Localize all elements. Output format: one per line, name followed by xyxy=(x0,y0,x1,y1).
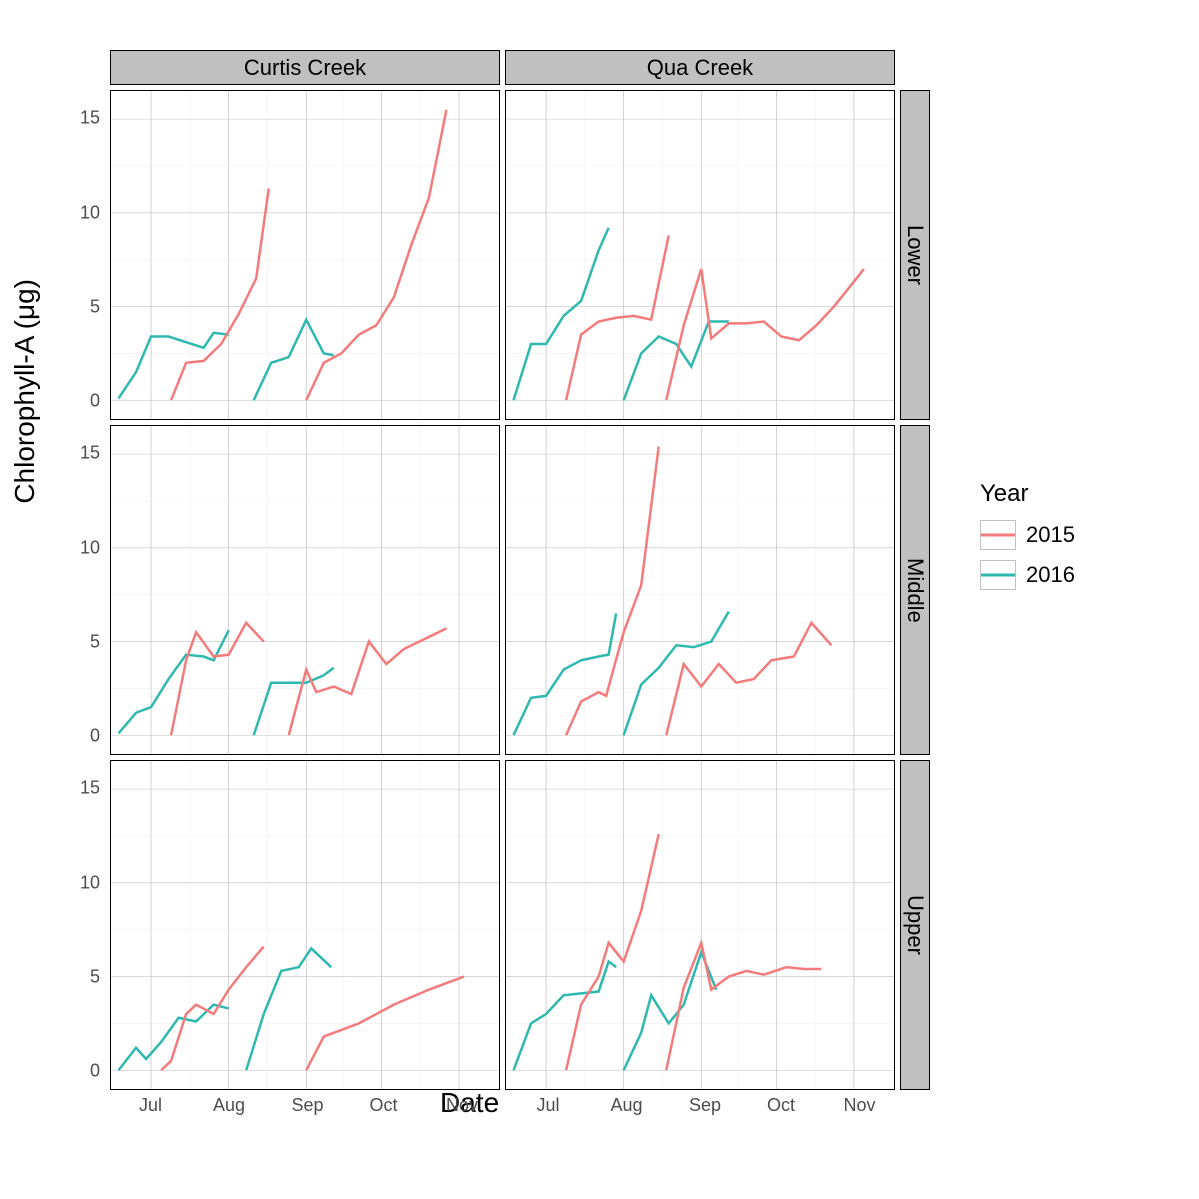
y-axis-title: Chlorophyll-A (μg) xyxy=(9,279,41,504)
panel-curtis-lower xyxy=(110,90,500,420)
legend-item-2015: 2015 xyxy=(980,520,1160,550)
panel-qua-middle xyxy=(505,425,895,755)
col-strip-qua: Qua Creek xyxy=(505,50,895,85)
panel-curtis-middle xyxy=(110,425,500,755)
panel-qua-lower xyxy=(505,90,895,420)
legend-items: 2015 2016 xyxy=(980,520,1160,590)
row-strip-middle: Middle xyxy=(900,425,930,755)
x-tick-labels: JulAugSepOctNovJulAugSepOctNov xyxy=(110,1095,900,1125)
panel-qua-upper xyxy=(505,760,895,1090)
row-strip-upper: Upper xyxy=(900,760,930,1090)
legend: Year 2015 2016 xyxy=(980,480,1160,600)
legend-title: Year xyxy=(980,480,1160,508)
legend-item-2016: 2016 xyxy=(980,560,1160,590)
facet-grid: Curtis Creek Qua Creek Lower Middle Uppe… xyxy=(110,50,930,1090)
col-strip-curtis: Curtis Creek xyxy=(110,50,500,85)
chlorophyll-facet-chart: Chlorophyll-A (μg) Date Curtis Creek Qua… xyxy=(20,20,1179,1179)
panel-curtis-upper xyxy=(110,760,500,1090)
corner-spacer xyxy=(900,50,930,85)
row-strip-lower: Lower xyxy=(900,90,930,420)
y-tick-labels: 051015051015051015 xyxy=(75,90,105,1090)
